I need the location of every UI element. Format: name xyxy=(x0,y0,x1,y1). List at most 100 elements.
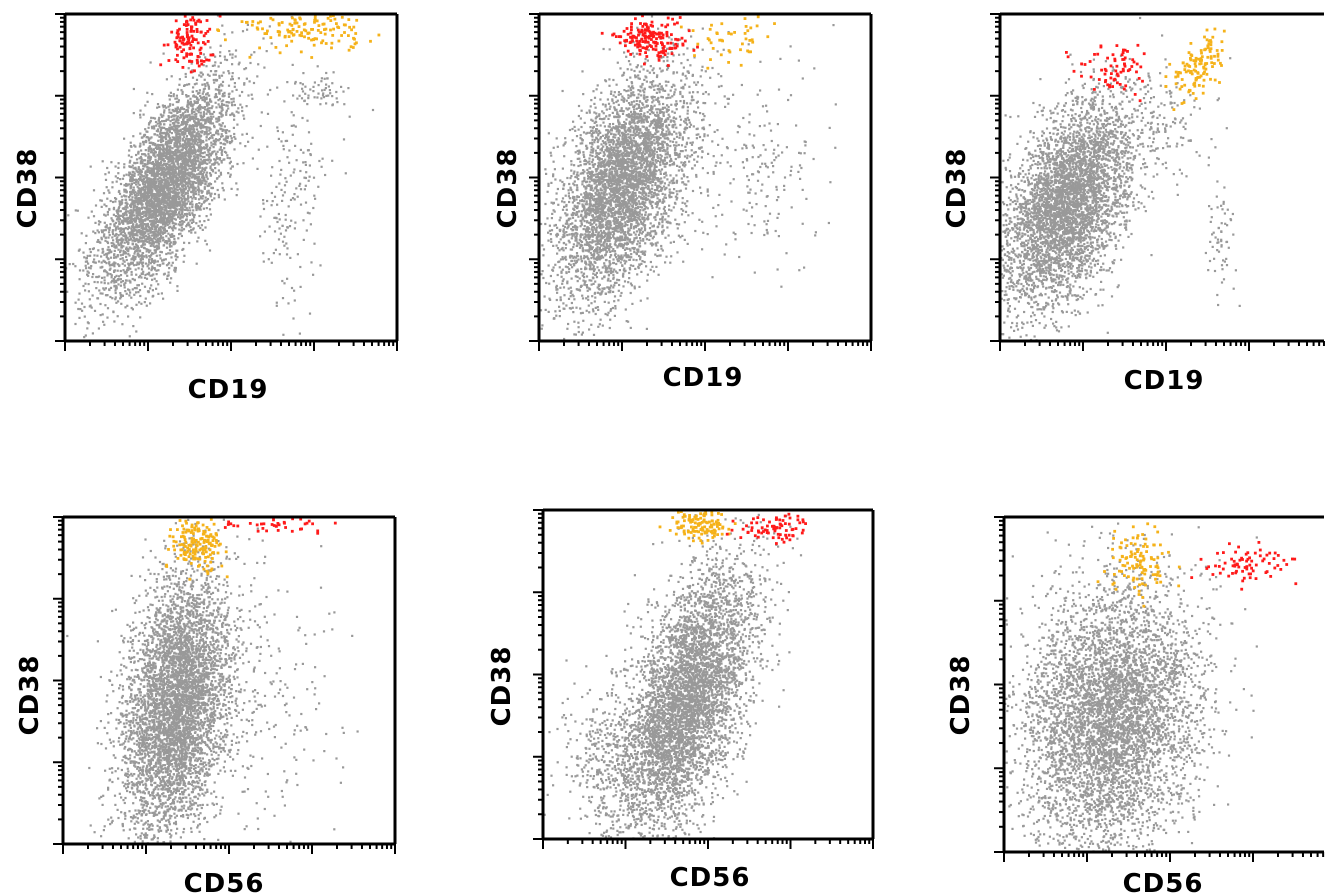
event-point xyxy=(154,167,157,170)
event-point xyxy=(326,16,330,20)
event-point xyxy=(171,199,175,202)
event-point xyxy=(187,36,191,40)
event-point xyxy=(166,152,169,155)
event-point xyxy=(172,240,175,244)
event-point xyxy=(185,177,188,180)
event-point xyxy=(101,230,104,233)
event-point xyxy=(164,224,167,227)
event-point xyxy=(222,103,226,106)
event-point xyxy=(121,198,124,202)
event-point xyxy=(154,241,157,244)
event-point xyxy=(93,280,96,284)
event-point xyxy=(195,262,198,265)
event-point xyxy=(153,267,156,270)
event-point xyxy=(180,152,183,155)
event-point xyxy=(123,284,126,287)
event-point xyxy=(208,172,212,175)
event-point xyxy=(113,243,116,246)
event-point xyxy=(131,213,134,216)
event-point xyxy=(165,201,169,205)
event-point xyxy=(278,227,281,230)
event-point xyxy=(120,246,124,249)
event-point xyxy=(218,92,221,95)
event-point xyxy=(278,182,281,185)
event-point xyxy=(141,162,144,165)
event-point xyxy=(211,187,214,190)
event-point xyxy=(230,113,233,116)
event-point xyxy=(279,173,282,176)
event-point xyxy=(181,216,184,219)
event-point xyxy=(103,221,106,224)
event-point xyxy=(223,125,226,128)
event-point xyxy=(167,128,170,131)
event-point xyxy=(132,167,135,170)
event-point xyxy=(175,133,178,136)
event-point xyxy=(114,291,117,295)
event-point xyxy=(325,71,328,75)
event-point xyxy=(204,226,207,229)
event-point xyxy=(131,196,134,199)
event-point xyxy=(168,184,171,187)
event-point xyxy=(185,54,188,58)
event-point xyxy=(209,98,212,101)
event-point xyxy=(188,206,191,209)
event-point xyxy=(133,238,136,241)
event-point xyxy=(235,182,238,185)
event-point xyxy=(175,200,178,203)
event-point xyxy=(192,86,195,89)
event-point xyxy=(115,218,119,221)
event-point xyxy=(184,188,187,191)
event-point xyxy=(174,149,177,152)
event-point xyxy=(209,213,212,216)
event-point xyxy=(180,191,183,194)
event-point xyxy=(129,280,132,283)
event-point xyxy=(276,86,279,89)
event-point xyxy=(168,163,171,166)
event-point xyxy=(162,206,165,209)
event-point xyxy=(131,277,134,281)
event-point xyxy=(228,162,231,165)
event-point xyxy=(125,241,129,244)
event-point xyxy=(187,163,190,166)
event-point xyxy=(155,212,158,215)
event-point xyxy=(280,188,283,191)
event-point xyxy=(185,163,188,166)
event-point xyxy=(204,122,207,125)
event-point xyxy=(196,155,199,159)
event-point xyxy=(230,98,233,101)
event-point xyxy=(256,27,260,31)
event-point xyxy=(147,248,150,251)
event-point xyxy=(133,192,136,195)
event-point xyxy=(202,159,205,162)
event-point xyxy=(168,127,171,130)
event-point xyxy=(170,115,173,118)
event-point xyxy=(167,152,170,156)
event-point xyxy=(171,114,174,117)
event-point xyxy=(319,31,323,34)
event-point xyxy=(184,72,187,76)
event-point xyxy=(292,124,295,127)
event-point xyxy=(186,40,189,44)
event-point xyxy=(239,142,242,145)
event-point xyxy=(162,195,165,198)
event-point xyxy=(137,241,140,244)
event-point xyxy=(187,101,190,104)
event-point xyxy=(140,276,143,279)
event-point xyxy=(174,227,177,230)
event-point xyxy=(313,96,316,99)
event-point xyxy=(165,220,169,223)
event-point xyxy=(192,139,195,142)
event-point xyxy=(257,63,260,66)
event-point xyxy=(159,126,162,129)
event-point xyxy=(187,99,190,102)
event-point xyxy=(196,135,200,138)
event-point xyxy=(252,81,256,85)
event-point xyxy=(103,323,106,326)
event-point xyxy=(80,302,84,305)
event-point xyxy=(165,128,169,131)
event-point xyxy=(207,159,210,162)
event-point xyxy=(182,37,186,41)
event-point xyxy=(174,183,177,186)
event-point xyxy=(143,255,146,258)
event-point xyxy=(287,205,290,208)
